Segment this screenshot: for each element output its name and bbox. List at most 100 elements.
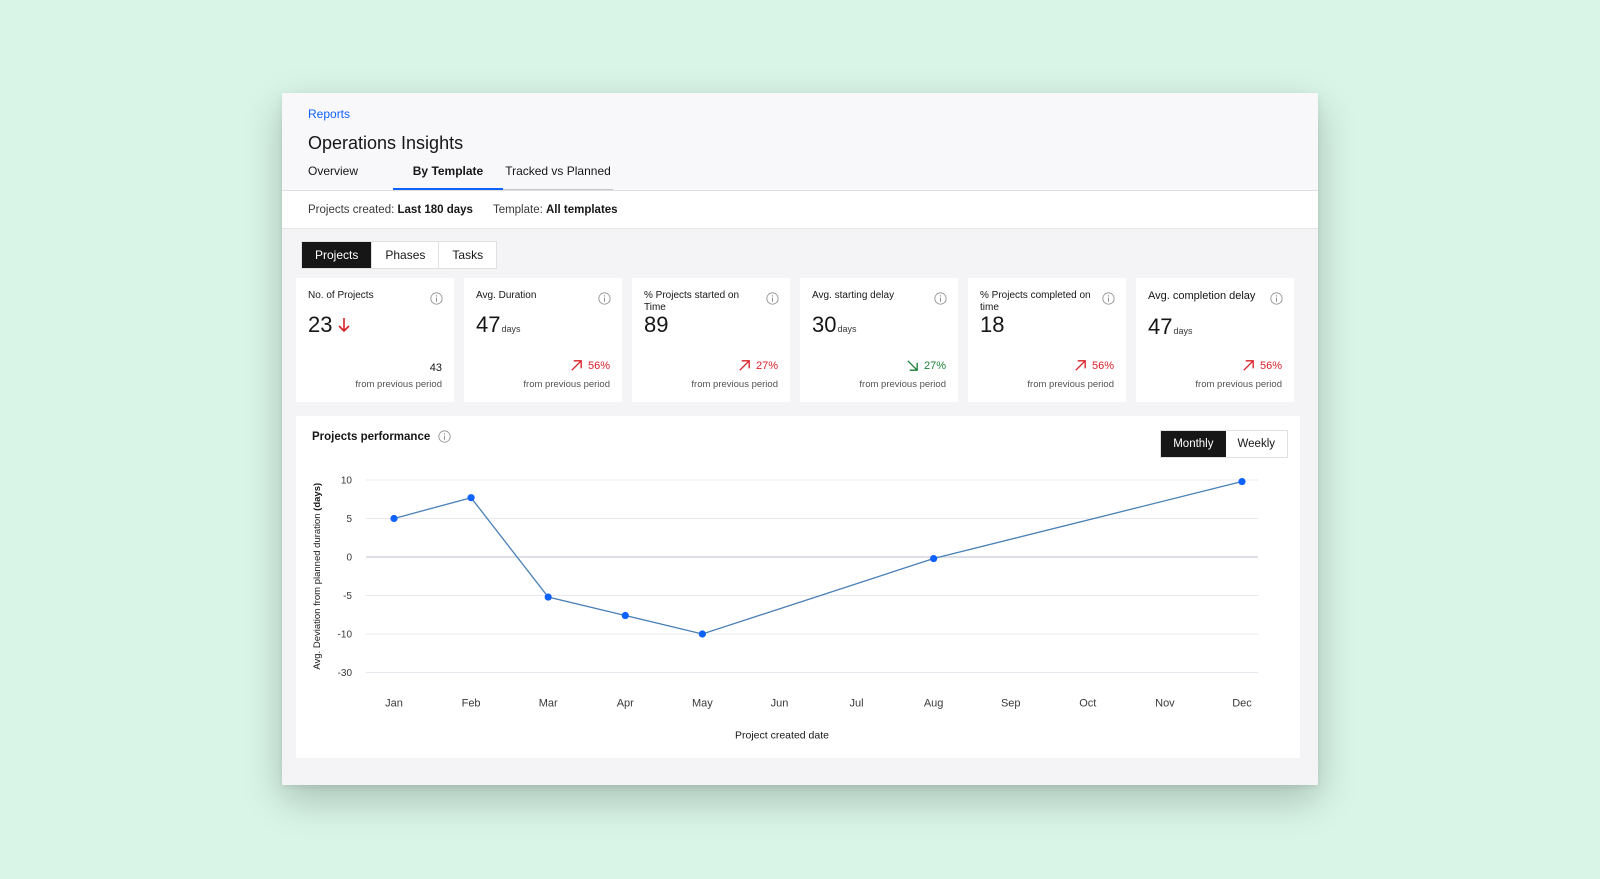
kpi-unit: days [1173, 326, 1193, 336]
x-tick-label: Aug [924, 698, 944, 710]
arrow-up-right-icon [571, 360, 582, 371]
kpi-value: 89 [644, 312, 669, 337]
segment-projects[interactable]: Projects [302, 242, 373, 268]
y-tick-label: -30 [338, 668, 353, 679]
x-tick-label: Jan [385, 698, 403, 710]
info-icon[interactable] [1270, 292, 1283, 305]
data-point [621, 611, 629, 620]
app-window: Reports Operations Insights Overview By … [282, 93, 1318, 785]
kpi-value-wrap: 18 [980, 312, 1004, 338]
filter-created-label: Projects created: [308, 203, 395, 216]
filter-template-label: Template: [492, 203, 543, 216]
kpi-previous-value: 43 [429, 362, 442, 374]
y-tick-label: 10 [341, 476, 353, 487]
segment-phases[interactable]: Phases [372, 242, 440, 268]
x-tick-label: Jun [771, 698, 789, 710]
kpi-value: 47 [476, 312, 501, 337]
kpi-label: No. of Projects [308, 290, 374, 301]
x-tick-label: Nov [1155, 698, 1175, 710]
segment-tasks[interactable]: Tasks [452, 248, 484, 262]
kpi-change: 56% [1073, 358, 1114, 373]
kpi-value-wrap: 47 days [1148, 314, 1193, 340]
toggle-monthly[interactable]: Monthly [1161, 431, 1226, 457]
toggle-weekly[interactable]: Weekly [1225, 431, 1287, 457]
kpi-value: 18 [980, 312, 1005, 337]
info-icon[interactable] [430, 292, 443, 305]
kpi-change-value: 27% [755, 359, 778, 372]
kpi-cards: No. of Projects 23 43 from previous peri… [296, 278, 1294, 402]
y-tick-label: -5 [343, 591, 352, 602]
filter-template-value[interactable]: All templates [546, 203, 618, 216]
data-point [467, 494, 475, 502]
x-tick-label: Mar [539, 698, 558, 710]
info-icon[interactable] [438, 430, 451, 443]
arrow-up-right-icon [739, 360, 750, 371]
kpi-card-projects: No. of Projects 23 43 from previous peri… [296, 278, 454, 402]
filter-bar: Projects created: Last 180 days Template… [282, 191, 1318, 229]
info-icon[interactable] [766, 292, 779, 305]
data-point [544, 593, 552, 601]
kpi-change: 56% [569, 358, 610, 373]
y-axis-label: Avg. Deviation from planned duration (da… [312, 483, 323, 670]
kpi-label: Avg. Duration [476, 290, 537, 301]
arrow-up-right-icon [1243, 360, 1254, 371]
x-tick-label: Apr [617, 698, 634, 710]
kpi-card-started-on-time: % Projects started on Time 89 27% from p… [632, 278, 790, 402]
breadcrumb-reports[interactable]: Reports [308, 107, 351, 121]
entity-switcher: Projects Phases Tasks [301, 241, 498, 269]
arrow-up-right-icon [1075, 360, 1086, 371]
x-tick-label: Feb [462, 698, 481, 710]
x-tick-label: May [692, 698, 713, 710]
kpi-value: 30 [812, 312, 837, 337]
kpi-card-completion-delay: Avg. completion delay 47 days 56% from p… [1136, 278, 1294, 402]
x-tick-label: Dec [1232, 698, 1252, 710]
kpi-change-value: 56% [587, 359, 610, 372]
data-point [930, 554, 938, 563]
tab-by-template[interactable]: By Template [393, 160, 503, 190]
kpi-change-value: 56% [1091, 359, 1114, 372]
tab-bar: Overview By Template Tracked vs Planned [308, 160, 613, 190]
kpi-value-wrap: 47 days [476, 312, 521, 338]
tab-tracked-vs-planned[interactable]: Tracked vs Planned [503, 160, 613, 190]
data-point [1238, 477, 1246, 486]
kpi-unit: days [837, 324, 857, 334]
kpi-unit: days [501, 324, 521, 334]
info-icon[interactable] [1102, 292, 1115, 305]
kpi-change: 27% [737, 358, 778, 373]
performance-title: Projects performance [312, 430, 431, 443]
page-title: Operations Insights [308, 133, 464, 153]
kpi-value-wrap: 30 days [812, 312, 857, 338]
kpi-value-wrap: 89 [644, 312, 668, 338]
kpi-change: 56% [1241, 358, 1282, 373]
y-tick-label: 5 [346, 514, 352, 525]
period-toggle: Monthly Weekly [1160, 430, 1288, 458]
kpi-change-value: 56% [1259, 359, 1282, 372]
kpi-from-previous: from previous period [691, 379, 778, 390]
kpi-card-completed-on-time: % Projects completed on time 18 56% from… [968, 278, 1126, 402]
kpi-label: % Projects started on Time [644, 290, 740, 313]
data-point [698, 630, 706, 638]
kpi-change-value: 27% [923, 359, 946, 372]
filter-created-value[interactable]: Last 180 days [397, 203, 473, 216]
arrow-down-right-icon [907, 360, 918, 371]
kpi-card-avg-duration: Avg. Duration 47 days 56% from previous … [464, 278, 622, 402]
x-tick-label: Jul [850, 698, 864, 710]
tab-overview[interactable]: Overview [308, 164, 359, 178]
kpi-change: 27% [905, 358, 946, 373]
y-tick-label: -10 [338, 630, 353, 641]
series-line [393, 480, 1243, 635]
projects-performance-panel: Projects performance Monthly Weekly 10 5 0… [296, 416, 1300, 758]
kpi-from-previous: from previous period [1195, 379, 1282, 390]
kpi-from-previous: from previous period [859, 379, 946, 390]
data-point [390, 514, 398, 523]
kpi-card-starting-delay: Avg. starting delay 30 days 27% from pre… [800, 278, 958, 402]
page-header: Reports Operations Insights Overview By … [282, 93, 1318, 191]
kpi-label: Avg. starting delay [812, 290, 895, 301]
kpi-value: 47 [1148, 314, 1173, 339]
performance-title-wrap: Projects performance [312, 430, 451, 443]
x-tick-label: Sep [1001, 698, 1021, 710]
info-icon[interactable] [934, 292, 947, 305]
info-icon[interactable] [598, 292, 611, 305]
x-tick-label: Oct [1079, 698, 1096, 710]
y-tick-label: 0 [346, 553, 352, 564]
